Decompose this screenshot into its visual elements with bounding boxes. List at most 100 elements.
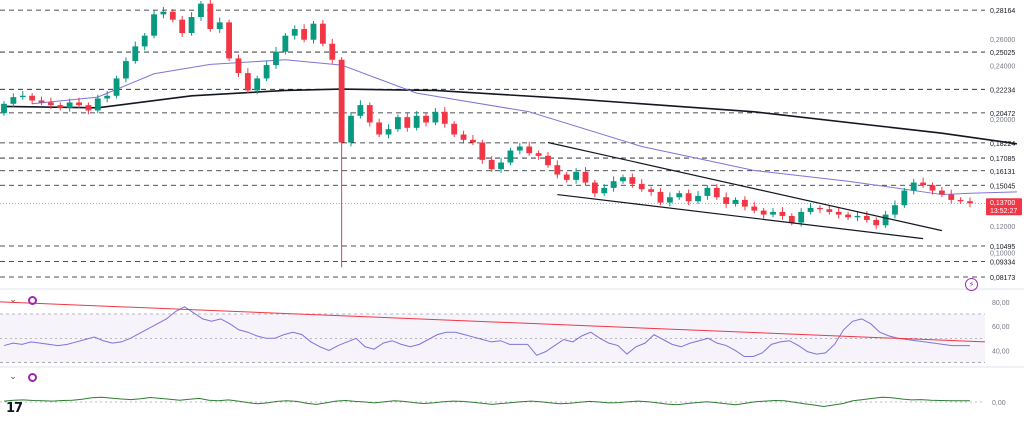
candle-body[interactable] xyxy=(151,14,157,36)
candle-body[interactable] xyxy=(845,214,851,218)
candle-body[interactable] xyxy=(666,197,673,203)
candle-body[interactable] xyxy=(826,209,833,212)
current-price-badge[interactable] xyxy=(986,198,1022,216)
candle-body[interactable] xyxy=(742,199,748,207)
candle-body[interactable] xyxy=(132,46,139,62)
candle-body[interactable] xyxy=(516,146,523,151)
candle-body[interactable] xyxy=(676,193,683,198)
candle-body[interactable] xyxy=(788,215,795,223)
candle-body[interactable] xyxy=(273,51,279,66)
candle-body[interactable] xyxy=(179,19,186,34)
trendlines[interactable] xyxy=(547,141,942,240)
candle-body[interactable] xyxy=(160,11,167,15)
candle-body[interactable] xyxy=(76,102,82,106)
candle-body[interactable] xyxy=(573,171,580,180)
candle-body[interactable] xyxy=(751,206,758,211)
candle-body[interactable] xyxy=(310,23,317,40)
candle-body[interactable] xyxy=(591,182,598,194)
candle-body[interactable] xyxy=(563,174,570,180)
candle-body[interactable] xyxy=(470,139,476,143)
indicator-ring-icon[interactable] xyxy=(28,373,37,382)
indicator-ring-icon[interactable] xyxy=(28,296,37,305)
candle-body[interactable] xyxy=(38,100,45,103)
candle-body[interactable] xyxy=(535,153,542,156)
candle-body[interactable] xyxy=(301,29,308,40)
candle-body[interactable] xyxy=(291,29,298,36)
candle-body[interactable] xyxy=(948,194,955,200)
candle-body[interactable] xyxy=(104,95,111,99)
candle-body[interactable] xyxy=(798,211,805,223)
candle-body[interactable] xyxy=(441,111,448,124)
candle-body[interactable] xyxy=(141,35,148,47)
candle-body[interactable] xyxy=(835,211,842,215)
candle-body[interactable] xyxy=(57,105,64,108)
candle-body[interactable] xyxy=(282,35,289,52)
candle-body[interactable] xyxy=(66,102,73,108)
candle-body[interactable] xyxy=(460,134,467,140)
candle-body[interactable] xyxy=(376,122,383,135)
candle-body[interactable] xyxy=(385,129,392,135)
candle-body[interactable] xyxy=(235,58,242,74)
candle-body[interactable] xyxy=(507,150,514,163)
candle-body[interactable] xyxy=(488,159,495,170)
candle-body[interactable] xyxy=(892,205,898,215)
candle-body[interactable] xyxy=(19,95,26,98)
candle-body[interactable] xyxy=(263,65,270,79)
candle-body[interactable] xyxy=(254,78,261,91)
candle-body[interactable] xyxy=(723,197,730,204)
flash-icon[interactable]: ⚡ xyxy=(965,278,978,291)
candle-body[interactable] xyxy=(432,111,439,123)
candle-body[interactable] xyxy=(938,190,945,195)
channel-upper[interactable] xyxy=(547,141,942,232)
candle-body[interactable] xyxy=(85,105,92,111)
candle-body[interactable] xyxy=(10,97,17,104)
candle-body[interactable] xyxy=(817,207,823,210)
candle-body[interactable] xyxy=(910,182,917,191)
candle-body[interactable] xyxy=(863,215,870,220)
candle-body[interactable] xyxy=(545,155,551,166)
candle-body[interactable] xyxy=(123,61,129,79)
candle-body[interactable] xyxy=(1,103,7,114)
candle-body[interactable] xyxy=(929,185,936,191)
candle-body[interactable] xyxy=(713,187,720,198)
candle-body[interactable] xyxy=(498,162,504,170)
candle-body[interactable] xyxy=(423,115,429,123)
candle-body[interactable] xyxy=(704,187,711,196)
candle-body[interactable] xyxy=(854,215,861,218)
candle-body[interactable] xyxy=(338,59,345,143)
candle-body[interactable] xyxy=(319,23,326,44)
candle-body[interactable] xyxy=(685,193,692,202)
candle-body[interactable] xyxy=(366,105,373,123)
candle-body[interactable] xyxy=(479,142,486,160)
candle-body[interactable] xyxy=(957,199,964,202)
candle-body[interactable] xyxy=(770,211,776,215)
price-axis[interactable]: 0,28164 0,25025 0,22234 0,20472 0,18224 0,170… xyxy=(986,8,1022,282)
candle-body[interactable] xyxy=(394,117,401,130)
candle-body[interactable] xyxy=(169,11,176,20)
candle-body[interactable] xyxy=(348,115,354,143)
candle-body[interactable] xyxy=(629,177,636,184)
candle-body[interactable] xyxy=(554,165,561,175)
candle-body[interactable] xyxy=(413,115,420,128)
candle-body[interactable] xyxy=(29,95,36,101)
candle-body[interactable] xyxy=(760,210,767,215)
candle-body[interactable] xyxy=(882,214,889,226)
candle-body[interactable] xyxy=(357,105,364,116)
candle-body[interactable] xyxy=(582,171,589,183)
candle-body[interactable] xyxy=(207,3,214,30)
candle-body[interactable] xyxy=(113,78,120,96)
candle-body[interactable] xyxy=(329,43,336,60)
chevron-down-icon[interactable]: ⌄ xyxy=(9,372,17,382)
candle-body[interactable] xyxy=(807,207,814,212)
candle-body[interactable] xyxy=(695,195,701,202)
candle-body[interactable] xyxy=(404,117,411,128)
candle-body[interactable] xyxy=(244,73,251,91)
candle-body[interactable] xyxy=(732,199,739,204)
candle-body[interactable] xyxy=(638,183,645,190)
candle-body[interactable] xyxy=(451,123,458,135)
candle-body[interactable] xyxy=(967,201,973,204)
oscillator-pane[interactable]: 0,00 xyxy=(0,396,1006,408)
candle-body[interactable] xyxy=(198,3,204,18)
oscillator-line[interactable] xyxy=(3,396,970,408)
